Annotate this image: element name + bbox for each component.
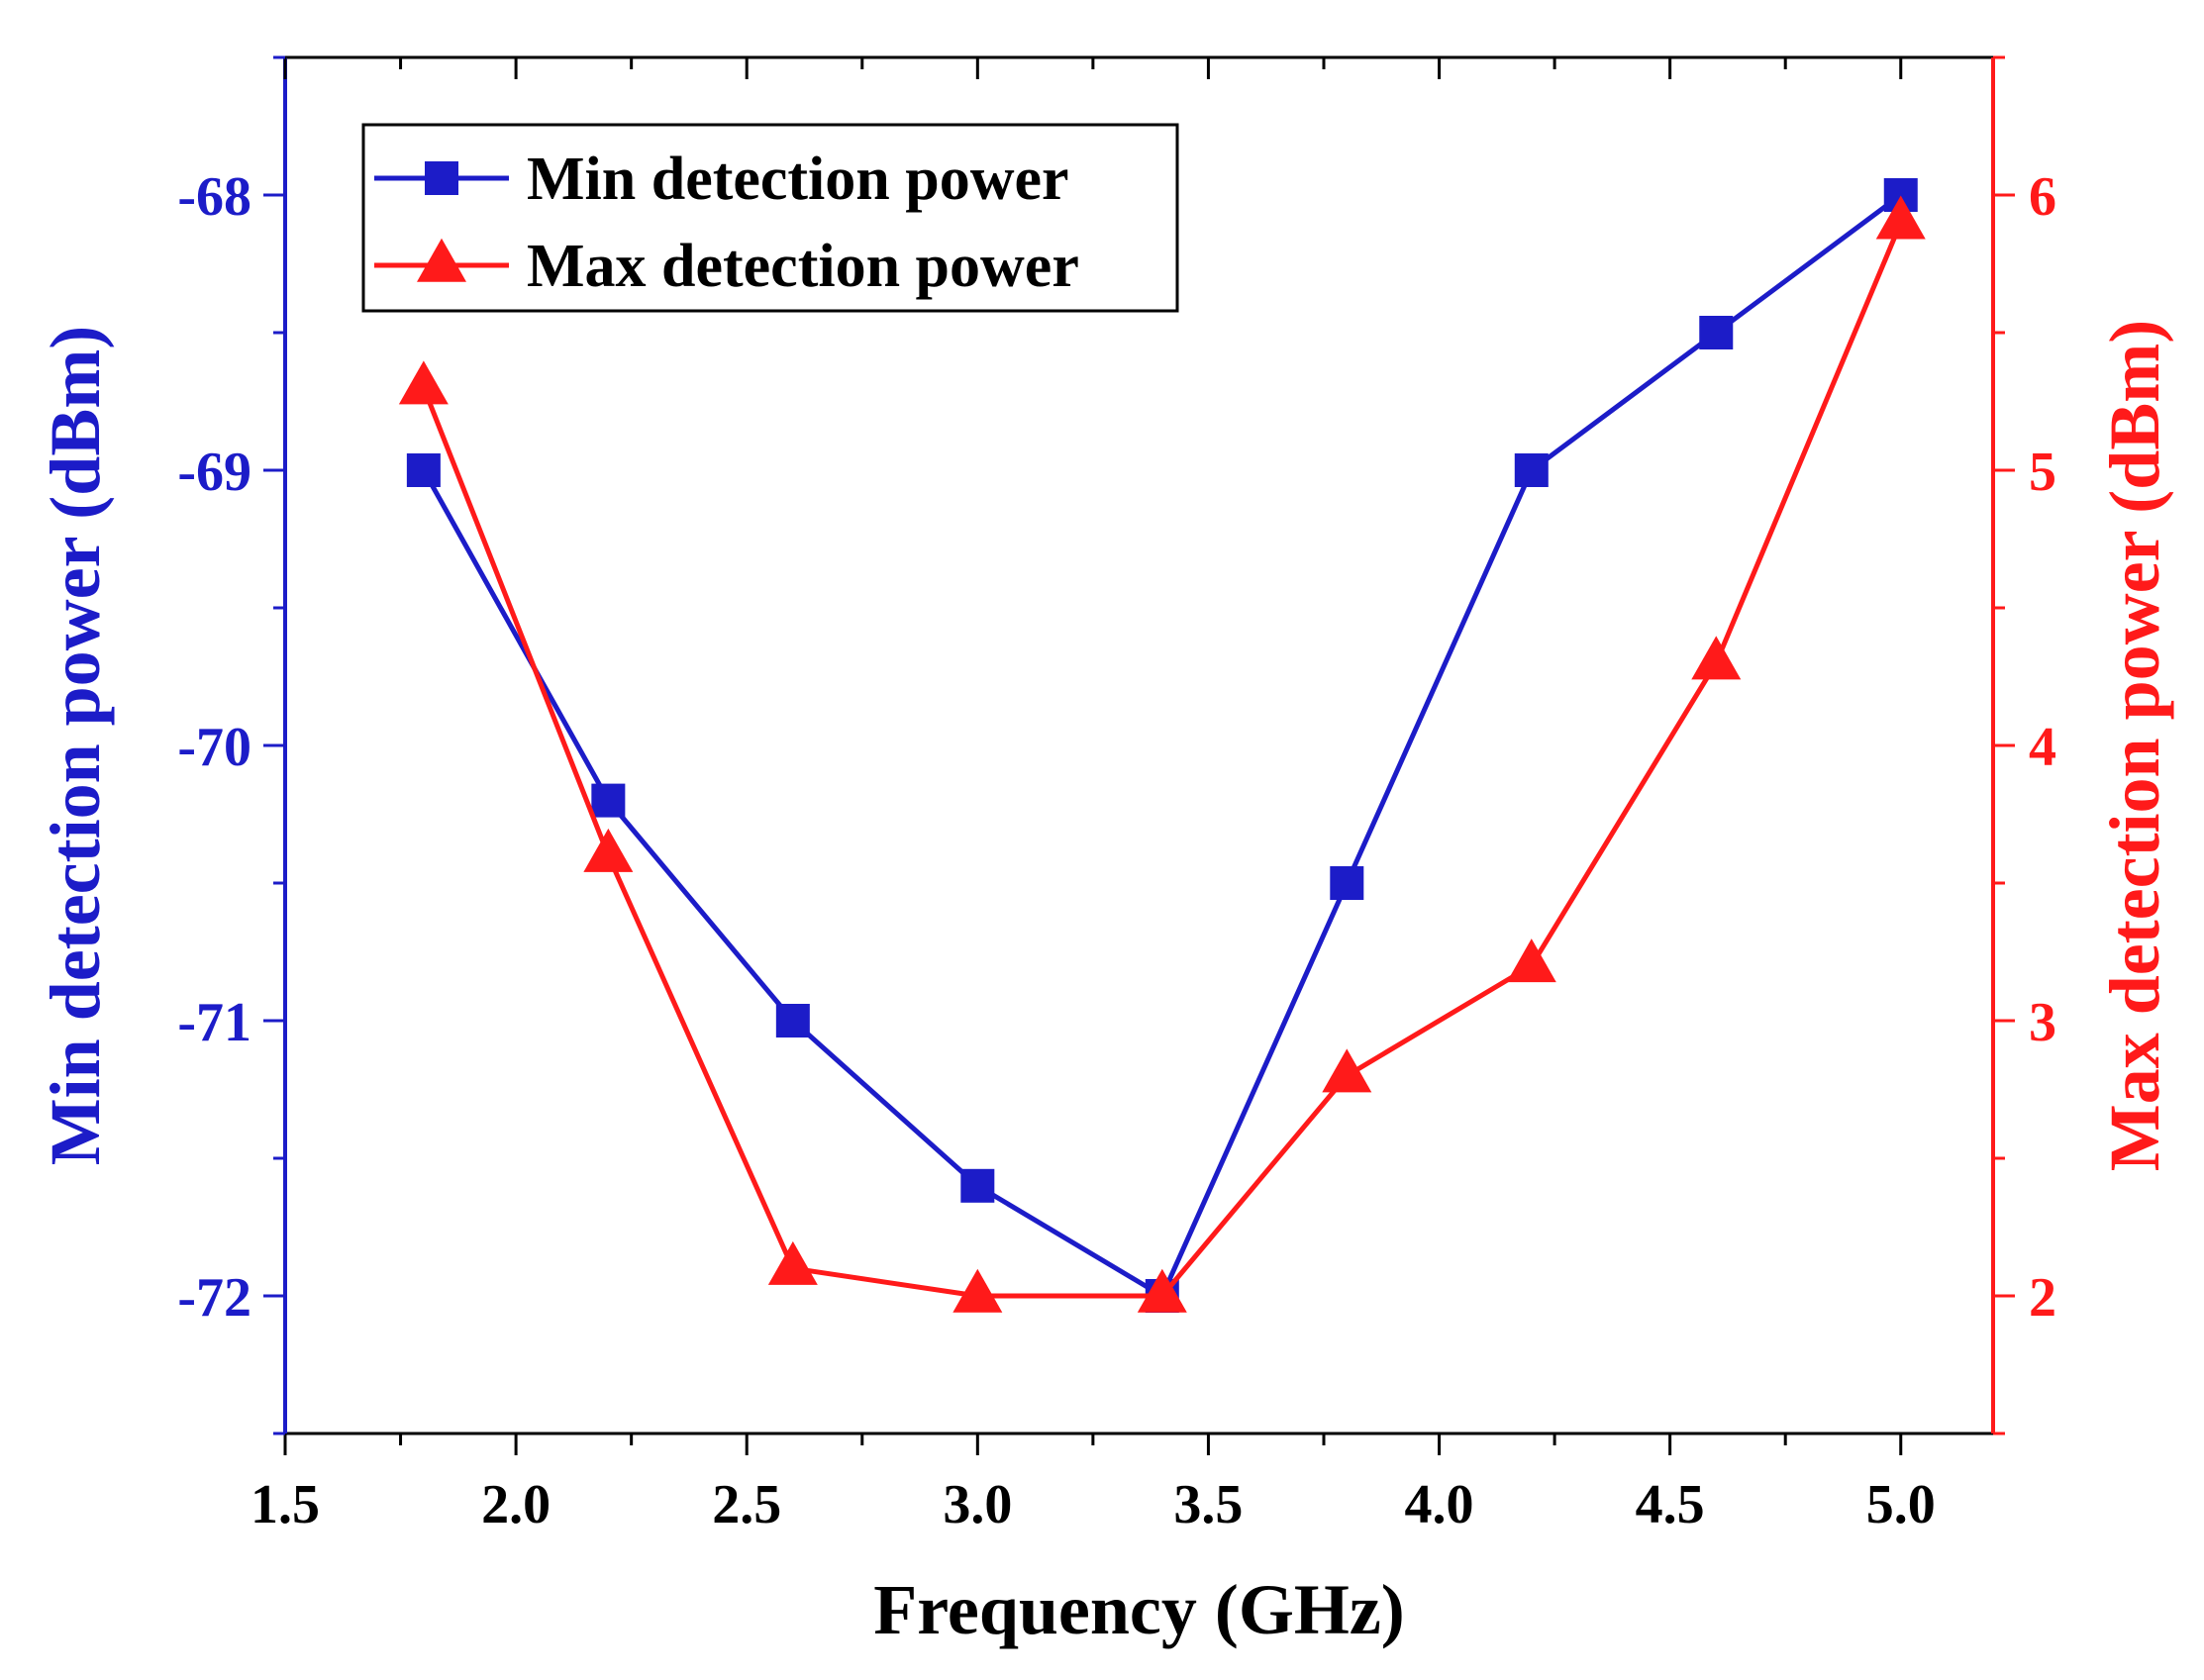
max-power-point <box>1875 195 1926 240</box>
min-power-point <box>1330 866 1364 900</box>
y-left-tick-label: -68 <box>177 166 251 228</box>
y-left-tick-label: -70 <box>177 717 251 778</box>
x-axis-title: Frequency (GHz) <box>873 1570 1405 1649</box>
min-power-point <box>1699 316 1734 349</box>
y-left-tick-label: -71 <box>177 992 251 1053</box>
min-power-point <box>591 783 626 818</box>
max-power-point <box>1506 939 1556 983</box>
min-power-point <box>1514 453 1549 487</box>
legend-label-min: Min detection power <box>527 146 1069 213</box>
max-power-point <box>952 1268 1003 1313</box>
x-tick-label: 5.0 <box>1866 1474 1936 1535</box>
x-tick-label: 3.0 <box>943 1474 1012 1535</box>
series-line-max <box>421 221 1904 1299</box>
x-tick-label: 2.5 <box>712 1474 781 1535</box>
legend-box <box>361 123 1179 313</box>
x-tick-label: 3.5 <box>1173 1474 1243 1535</box>
series-line-min <box>421 192 1903 1299</box>
y-right-tick-label: 5 <box>2029 442 2056 503</box>
max-power-point <box>1322 1048 1372 1093</box>
max-power-point <box>583 828 634 872</box>
min-power-point <box>406 453 441 487</box>
y-right-tick-label: 6 <box>2029 166 2056 228</box>
legend-triangle-marker <box>417 238 466 282</box>
y-left-tick-label: -72 <box>177 1267 251 1329</box>
y-right-axis-title: Max detection power (dBm) <box>2095 320 2174 1172</box>
min-power-point <box>775 1004 810 1038</box>
y-left-axis-title: Min detection power (dBm) <box>36 326 115 1166</box>
max-power-point <box>398 360 449 405</box>
legend-square-marker <box>425 161 458 195</box>
max-power-point <box>1691 636 1742 680</box>
min-power-point <box>960 1168 995 1203</box>
legend: Min detection power Max detection power <box>361 123 1179 313</box>
x-tick-label: 4.0 <box>1405 1474 1474 1535</box>
max-power-point <box>767 1240 818 1285</box>
max-power-point <box>1137 1268 1187 1313</box>
y-right-tick-label: 4 <box>2029 717 2056 778</box>
legend-label-max: Max detection power <box>527 233 1079 300</box>
y-right-tick-label: 2 <box>2029 1267 2056 1329</box>
x-tick-label: 2.0 <box>481 1474 551 1535</box>
y-right-tick-label: 3 <box>2029 992 2056 1053</box>
y-left-tick-label: -69 <box>177 442 251 503</box>
axes-layer: 1.5 2.0 2.5 3.0 3.5 4.0 4.5 5.0 -68 -69 -70 -71 -72 6… <box>177 55 2056 1535</box>
series-layer <box>398 178 1926 1313</box>
x-tick-label: 4.5 <box>1636 1474 1705 1535</box>
x-tick-label: 1.5 <box>250 1474 320 1535</box>
